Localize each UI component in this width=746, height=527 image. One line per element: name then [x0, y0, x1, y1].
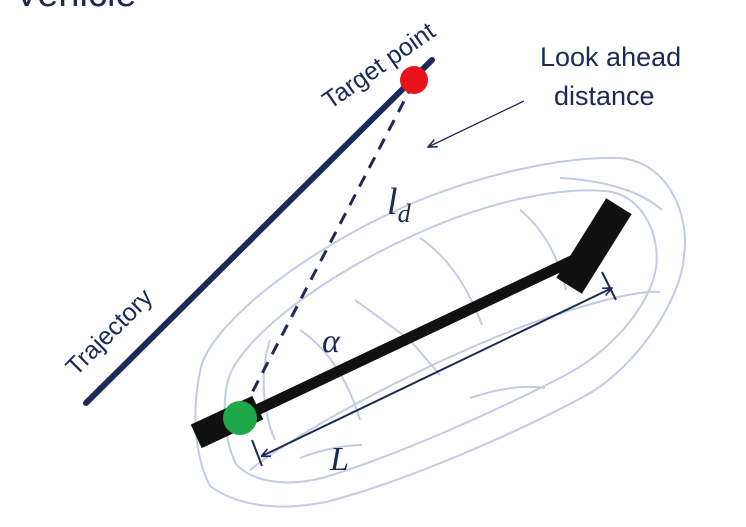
lookahead-label-line1: Look ahead: [540, 42, 681, 72]
alpha-symbol: α: [322, 323, 341, 360]
dimension-tick-rear: [251, 439, 263, 467]
rear-axle-dot: [223, 401, 257, 435]
page-title-partial: Vehicle: [14, 0, 137, 15]
trajectory-label: Trajectory: [60, 283, 158, 381]
front-wheel: [556, 198, 632, 294]
wheelbase-symbol: L: [329, 441, 349, 478]
dimension-tick-front: [601, 271, 617, 301]
lookahead-label-line2: distance: [554, 81, 655, 111]
lookahead-symbol: ld: [387, 181, 412, 228]
target-point-dot: [400, 66, 428, 94]
trajectory-line: [83, 57, 435, 406]
lookahead-symbol-main: l: [387, 181, 398, 223]
lookahead-annotation-arrow: [428, 100, 525, 147]
lookahead-symbol-sub: d: [398, 199, 412, 228]
wheelbase-dimension-arrow: [262, 287, 612, 456]
